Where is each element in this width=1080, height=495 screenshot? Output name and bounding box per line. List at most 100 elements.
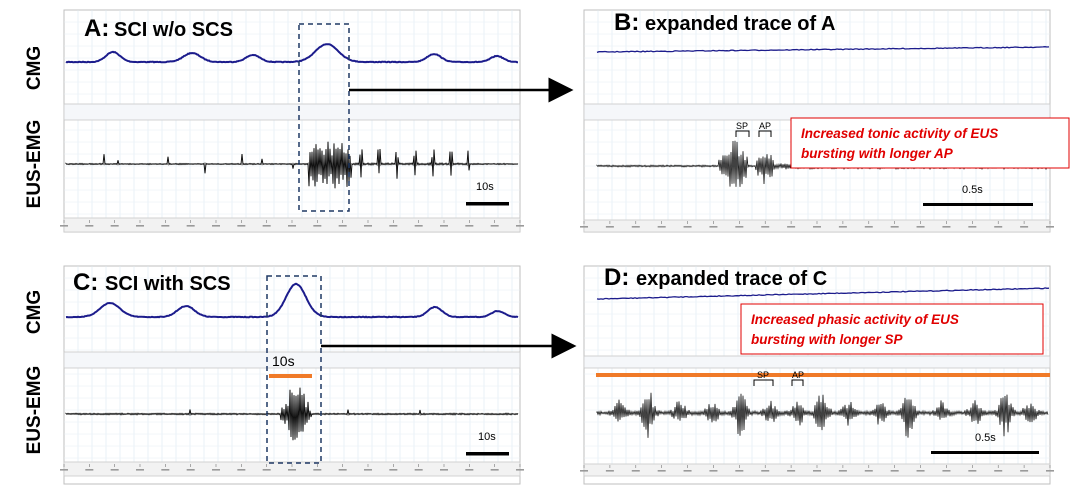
panel-c-stim-bar	[269, 374, 312, 378]
axis-tick-label	[968, 226, 977, 228]
panel-d-sp-label: SP	[757, 370, 769, 380]
axis-tick-label	[580, 226, 588, 228]
axis-tick-label	[60, 469, 68, 471]
axis-tick-label	[364, 225, 372, 227]
panel-c-emg-trace	[65, 387, 519, 441]
axis-tick-label	[186, 469, 195, 471]
panel-c-scale-bar	[466, 452, 509, 456]
axis-tick-label	[440, 469, 448, 471]
axis-tick-label	[490, 225, 499, 227]
axis-tick-label	[1046, 226, 1054, 228]
panel-c-cmg-label: CMG	[24, 290, 45, 334]
axis-tick-label	[136, 225, 144, 227]
axis-tick-label	[288, 469, 296, 471]
panel-b-cmg-trace	[596, 46, 1050, 54]
panel-a-dashed-box	[298, 23, 350, 212]
panel-d-scale-label: 0.5s	[975, 432, 996, 444]
axis-tick-label	[136, 469, 144, 471]
panel-c-cmg-trace	[65, 282, 519, 319]
axis-tick-label	[942, 226, 951, 228]
axis-tick-label	[237, 469, 246, 471]
axis-tick-label	[735, 470, 744, 472]
axis-tick-label	[237, 225, 246, 227]
axis-tick-label	[580, 470, 588, 472]
axis-tick-label	[161, 225, 170, 227]
axis-tick-label	[605, 470, 614, 472]
panel-d-cmg-trace	[596, 287, 1050, 300]
axis-tick-label	[389, 469, 398, 471]
axis-tick-label	[389, 225, 398, 227]
panel-d-cmg-divider	[583, 355, 1051, 369]
axis-tick-label	[761, 470, 770, 472]
axis-tick-label	[85, 225, 94, 227]
axis-tick-label	[994, 470, 1003, 472]
panel-a-cmg-label: CMG	[24, 46, 45, 90]
axis-tick-label	[787, 226, 796, 228]
axis-tick-label	[709, 470, 718, 472]
panel-d-axis-ticks	[580, 465, 1054, 472]
panel-a-emg-trace	[65, 141, 519, 189]
axis-tick-label	[212, 225, 220, 227]
panel-b-annotation-line2: bursting with longer AP	[801, 146, 954, 161]
axis-tick-label	[735, 226, 744, 228]
panel-c-scale-label: 10s	[478, 431, 496, 443]
panel-b: SP AP Increased tonic activity of EUS bu…	[580, 9, 1070, 233]
axis-tick-label	[262, 469, 271, 471]
axis-tick-label	[1020, 470, 1029, 472]
panel-c-cmg-divider	[63, 351, 521, 369]
panel-a-title: SCI w/o SCS	[114, 19, 233, 41]
panel-a-scale-bar	[466, 202, 509, 206]
panel-d-title: expanded trace of C	[636, 268, 827, 290]
axis-tick-label	[262, 225, 271, 227]
axis-tick-label	[709, 226, 718, 228]
axis-tick-label	[864, 470, 873, 472]
axis-tick-label	[440, 225, 448, 227]
panel-b-annotation-line1: Increased tonic activity of EUS	[801, 126, 998, 141]
panel-c-letter: C:	[73, 269, 98, 296]
panel-c-axis-ticks	[60, 464, 524, 471]
panel-b-scale-label: 0.5s	[962, 184, 983, 196]
panel-b-sp-label: SP	[736, 121, 748, 131]
panel-b-title: expanded trace of A	[645, 13, 835, 35]
panel-d-ap-label: AP	[792, 370, 804, 380]
axis-tick-label	[516, 469, 524, 471]
axis-tick-label	[1020, 226, 1029, 228]
panel-b-ap-bracket	[758, 130, 772, 137]
axis-tick-label	[288, 225, 296, 227]
axis-tick-label	[890, 226, 899, 228]
panel-b-axis-ticks	[580, 221, 1054, 228]
panel-a-emg-label: EUS-EMG	[24, 120, 45, 209]
axis-tick-label	[864, 226, 873, 228]
panel-d-annotation-line2: bursting with longer SP	[751, 332, 903, 347]
axis-tick-label	[338, 225, 347, 227]
axis-tick-label	[60, 225, 68, 227]
axis-tick-label	[657, 470, 666, 472]
panel-a-frame	[63, 9, 521, 233]
panel-d-scale-bar	[931, 451, 1039, 454]
axis-tick-label	[605, 226, 614, 228]
panel-c-stim-label: 10s	[272, 353, 295, 369]
axis-tick-label	[838, 470, 847, 472]
axis-tick-label	[414, 469, 423, 471]
panel-a: 10s A: SCI w/o SCS CMG EUS-EMG	[24, 9, 524, 233]
axis-tick-label	[313, 225, 322, 227]
axis-tick-label	[994, 226, 1003, 228]
panel-c-emg-label: EUS-EMG	[24, 366, 45, 455]
axis-tick-label	[186, 225, 195, 227]
panel-d-emg-trace	[596, 392, 1049, 438]
axis-tick-label	[338, 469, 347, 471]
axis-tick-label	[968, 470, 977, 472]
panel-d-ap-bracket	[791, 379, 804, 386]
axis-tick-label	[631, 470, 640, 472]
panel-d-stim-bar	[596, 373, 1050, 377]
panel-d: SP AP Increased phasic activity of EUS b…	[580, 264, 1054, 485]
axis-tick-label	[465, 469, 474, 471]
panel-a-cmg-divider	[63, 103, 521, 121]
axis-tick-label	[161, 469, 170, 471]
panel-d-sp-bracket	[753, 379, 774, 386]
panel-b-ap-label: AP	[759, 121, 771, 131]
panel-c-dashed-box	[266, 275, 322, 464]
panel-c-title: SCI with SCS	[105, 273, 231, 295]
axis-tick-label	[1046, 470, 1054, 472]
